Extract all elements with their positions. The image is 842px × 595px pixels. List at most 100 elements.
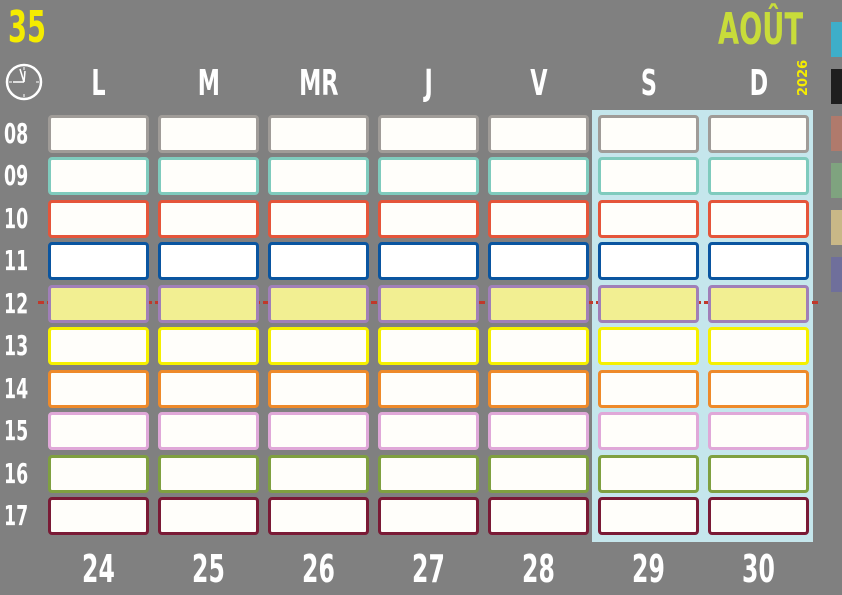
day-header-text: D [749,63,768,104]
time-slot[interactable] [708,327,809,365]
time-slot[interactable] [598,455,699,493]
time-slot[interactable] [378,497,479,535]
time-slot[interactable] [48,370,149,408]
time-slot[interactable] [268,370,369,408]
time-slot[interactable] [708,115,809,153]
time-slot[interactable] [598,327,699,365]
clock-icon [5,63,43,101]
day-date-text: 29 [632,547,665,591]
time-slot[interactable] [488,412,589,450]
time-slot[interactable] [378,157,479,195]
time-slot[interactable] [158,115,259,153]
hour-label-text: 12 [4,287,29,320]
day-date-text: 30 [742,547,775,591]
time-slot[interactable] [378,200,479,238]
time-slot[interactable] [488,497,589,535]
time-slot[interactable] [158,285,259,323]
time-slot[interactable] [378,242,479,280]
hour-label-text: 16 [4,457,29,490]
time-slot[interactable] [598,200,699,238]
time-slot[interactable] [268,200,369,238]
time-slot[interactable] [268,327,369,365]
legend-swatch [831,116,842,151]
time-slot[interactable] [598,412,699,450]
time-slot[interactable] [598,115,699,153]
day-header-text: S [640,63,657,104]
time-slot[interactable] [48,200,149,238]
time-slot[interactable] [708,455,809,493]
time-slot[interactable] [488,200,589,238]
time-slot[interactable] [158,412,259,450]
time-slot[interactable] [708,242,809,280]
time-slot[interactable] [268,242,369,280]
time-slot[interactable] [48,115,149,153]
time-slot[interactable] [708,497,809,535]
time-slot[interactable] [378,370,479,408]
time-slot[interactable] [48,327,149,365]
time-slot[interactable] [158,200,259,238]
hour-label: 11 [4,242,44,280]
time-slot[interactable] [48,455,149,493]
day-header: S [598,64,699,104]
time-slot[interactable] [708,370,809,408]
time-slot[interactable] [48,157,149,195]
hour-label: 16 [4,455,44,493]
time-slot[interactable] [268,115,369,153]
day-date: 26 [268,548,369,590]
time-slot[interactable] [158,497,259,535]
time-slot[interactable] [708,200,809,238]
time-slot[interactable] [158,327,259,365]
time-slot[interactable] [488,242,589,280]
day-date: 29 [598,548,699,590]
time-slot[interactable] [708,285,809,323]
hour-label: 15 [4,412,44,450]
time-slot[interactable] [378,327,479,365]
day-header: V [488,64,589,104]
time-slot[interactable] [598,285,699,323]
day-date: 27 [378,548,479,590]
time-slot[interactable] [598,370,699,408]
day-header-text: V [529,63,548,104]
time-slot[interactable] [378,455,479,493]
hour-label: 08 [4,115,44,153]
time-slot[interactable] [488,455,589,493]
time-slot[interactable] [158,370,259,408]
time-slot[interactable] [598,157,699,195]
day-header: J [378,64,479,104]
time-slot[interactable] [48,497,149,535]
legend-swatch [831,69,842,104]
time-slot[interactable] [158,455,259,493]
time-slot[interactable] [378,285,479,323]
time-slot[interactable] [48,412,149,450]
hour-label-text: 17 [4,499,29,532]
time-slot[interactable] [268,157,369,195]
time-slot[interactable] [158,242,259,280]
hour-label: 14 [4,370,44,408]
day-date-text: 25 [192,547,225,591]
time-slot[interactable] [708,412,809,450]
day-date: 25 [158,548,259,590]
time-slot[interactable] [268,455,369,493]
time-slot[interactable] [598,242,699,280]
time-slot[interactable] [378,412,479,450]
time-slot[interactable] [488,327,589,365]
time-slot[interactable] [488,115,589,153]
hour-label: 12 [4,285,44,323]
hour-label-text: 14 [4,372,29,405]
day-header: M [158,64,259,104]
time-slot[interactable] [268,497,369,535]
time-slot[interactable] [488,370,589,408]
time-slot[interactable] [48,285,149,323]
time-slot[interactable] [378,115,479,153]
time-slot[interactable] [488,157,589,195]
day-date: 28 [488,548,589,590]
time-slot[interactable] [598,497,699,535]
time-slot[interactable] [708,157,809,195]
time-slot[interactable] [488,285,589,323]
time-slot[interactable] [158,157,259,195]
time-slot[interactable] [268,285,369,323]
time-slot[interactable] [48,242,149,280]
legend-swatch [831,210,842,245]
hour-label: 17 [4,497,44,535]
time-slot[interactable] [268,412,369,450]
